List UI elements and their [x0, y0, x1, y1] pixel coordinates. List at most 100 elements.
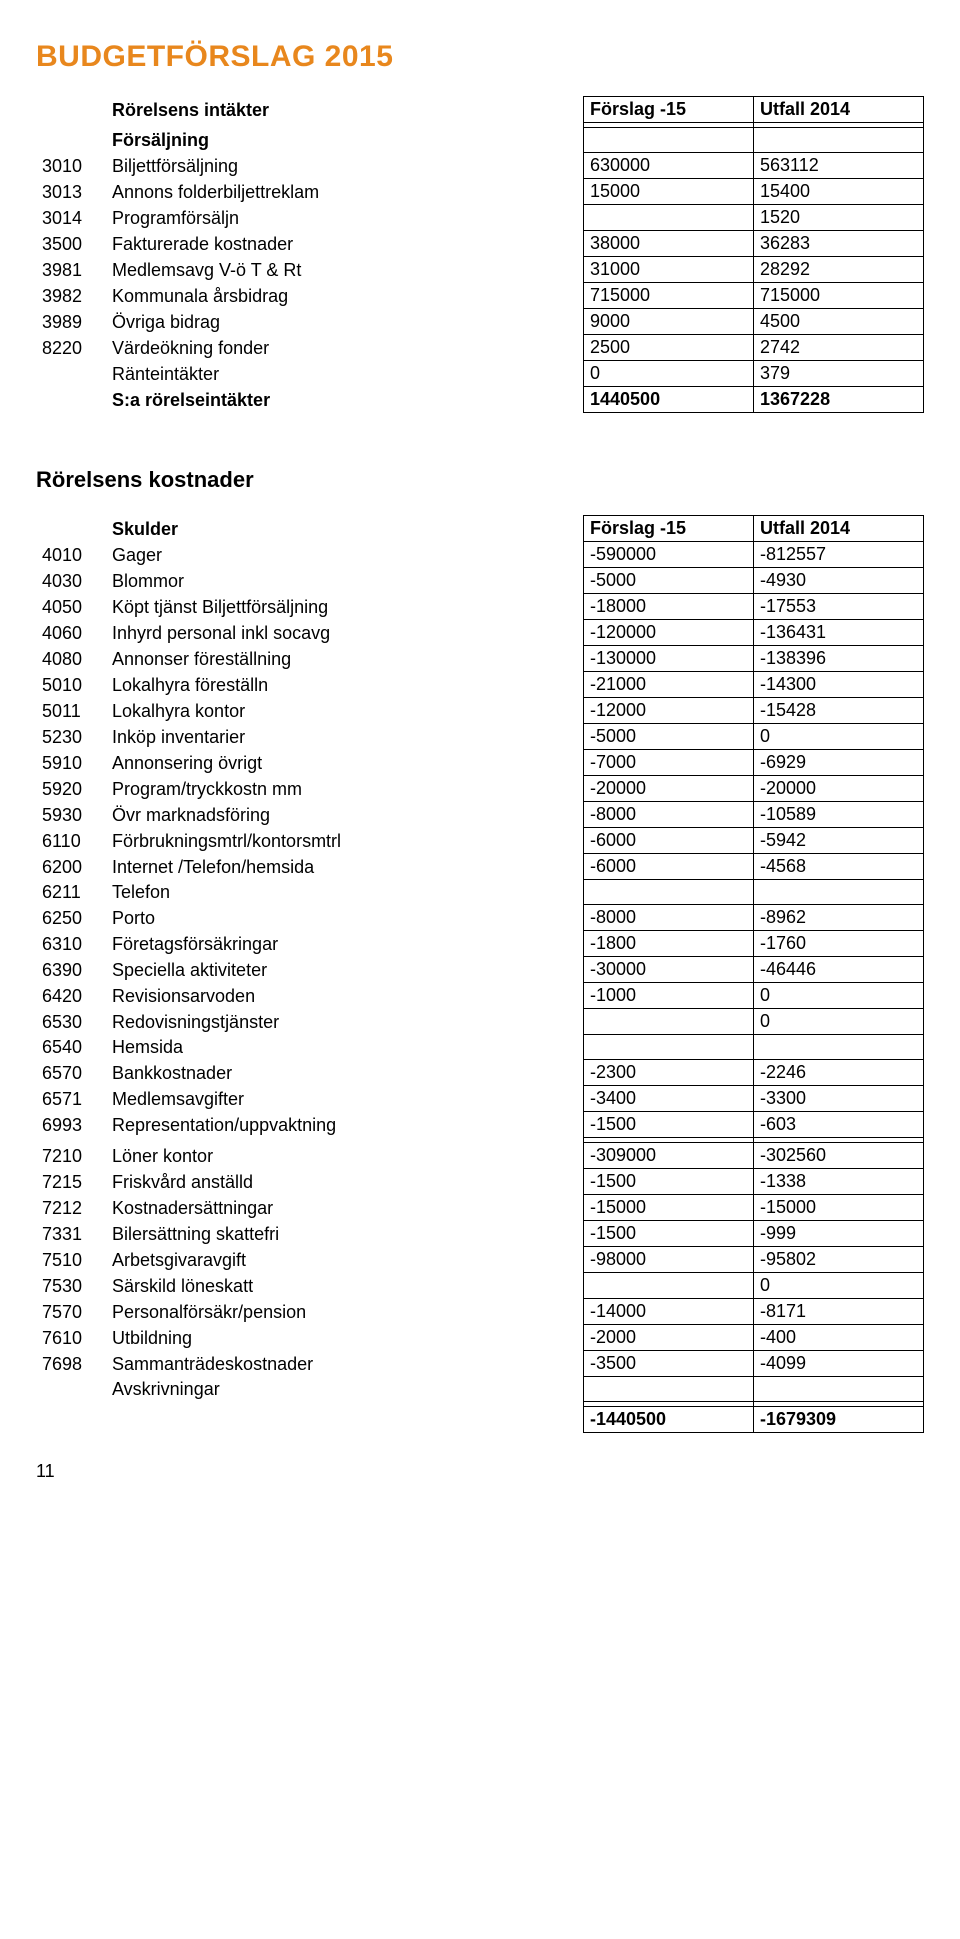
- row-code: 6310: [36, 931, 106, 957]
- row-c1: -1500: [584, 1169, 754, 1195]
- row-label: Köpt tjänst Biljettförsäljning: [106, 594, 584, 620]
- row-c1: 0: [584, 361, 754, 387]
- row-label: Förbrukningsmtrl/kontorsmtrl: [106, 828, 584, 854]
- row-code: 6200: [36, 854, 106, 880]
- row-label: Programförsäljn: [106, 205, 584, 231]
- row-c2: 0: [754, 1273, 924, 1299]
- row-c1: [584, 205, 754, 231]
- row-c2: -8962: [754, 905, 924, 931]
- row-code: 6390: [36, 957, 106, 983]
- row-code: 3989: [36, 309, 106, 335]
- row-code: 6211: [36, 880, 106, 905]
- income-header-label: Rörelsens intäkter: [106, 97, 584, 123]
- row-c2: -15428: [754, 698, 924, 724]
- row-label: Inköp inventarier: [106, 724, 584, 750]
- blank: [36, 97, 106, 123]
- row-label: Program/tryckkostn mm: [106, 776, 584, 802]
- row-label: Värdeökning fonder: [106, 335, 584, 361]
- row-label: Porto: [106, 905, 584, 931]
- row-c2: 1520: [754, 205, 924, 231]
- row-code: 7698: [36, 1351, 106, 1377]
- row-c1: -2300: [584, 1060, 754, 1086]
- row-code: 4080: [36, 646, 106, 672]
- row-c2: -3300: [754, 1086, 924, 1112]
- row-c1: 31000: [584, 257, 754, 283]
- row-label: Annonser föreställning: [106, 646, 584, 672]
- row-c1: -590000: [584, 542, 754, 568]
- row-label: Gager: [106, 542, 584, 568]
- row-label: Speciella aktiviteter: [106, 957, 584, 983]
- row-c1: -120000: [584, 620, 754, 646]
- row-code: 6110: [36, 828, 106, 854]
- row-label: Annonsering övrigt: [106, 750, 584, 776]
- row-c1: -21000: [584, 672, 754, 698]
- row-c1: -12000: [584, 698, 754, 724]
- income-subheading: Försäljning: [106, 128, 584, 153]
- row-c2: 0: [754, 983, 924, 1009]
- row-code: 5920: [36, 776, 106, 802]
- row-label: Ränteintäkter: [106, 361, 584, 387]
- row-code: 5010: [36, 672, 106, 698]
- row-c2: 0: [754, 724, 924, 750]
- row-c1: [584, 1035, 754, 1060]
- row-label: Övriga bidrag: [106, 309, 584, 335]
- row-c2: -138396: [754, 646, 924, 672]
- row-code: 5910: [36, 750, 106, 776]
- row-c1: -98000: [584, 1247, 754, 1273]
- row-c1: -2000: [584, 1325, 754, 1351]
- row-c2: -20000: [754, 776, 924, 802]
- page-number: 11: [36, 1461, 924, 1482]
- costs-total-c2: -1679309: [754, 1407, 924, 1433]
- row-label: Biljettförsäljning: [106, 153, 584, 179]
- row-c1: 2500: [584, 335, 754, 361]
- row-code: 8220: [36, 335, 106, 361]
- row-c1: -5000: [584, 568, 754, 594]
- row-code: 5230: [36, 724, 106, 750]
- costs-header-label: Skulder: [106, 516, 584, 542]
- row-label: Personalförsäkr/pension: [106, 1299, 584, 1325]
- costs-header-c1: Förslag -15: [584, 516, 754, 542]
- row-c1: -1500: [584, 1112, 754, 1138]
- row-c1: -7000: [584, 750, 754, 776]
- row-c2: 2742: [754, 335, 924, 361]
- row-c1: -15000: [584, 1195, 754, 1221]
- row-code: 3982: [36, 283, 106, 309]
- row-label: Inhyrd personal inkl socavg: [106, 620, 584, 646]
- row-code: 7570: [36, 1299, 106, 1325]
- row-c1: 38000: [584, 231, 754, 257]
- row-c1: 15000: [584, 179, 754, 205]
- row-code: 4050: [36, 594, 106, 620]
- row-label: Telefon: [106, 880, 584, 905]
- row-c1: [584, 1273, 754, 1299]
- row-label: Hemsida: [106, 1035, 584, 1060]
- row-c2: 379: [754, 361, 924, 387]
- row-c2: [754, 880, 924, 905]
- row-c1: -30000: [584, 957, 754, 983]
- income-header-c2: Utfall 2014: [754, 97, 924, 123]
- row-label: Övr marknadsföring: [106, 802, 584, 828]
- row-c2: -999: [754, 1221, 924, 1247]
- row-c2: -15000: [754, 1195, 924, 1221]
- row-code: 6530: [36, 1009, 106, 1035]
- row-c2: -2246: [754, 1060, 924, 1086]
- row-label: Friskvård anställd: [106, 1169, 584, 1195]
- row-c2: -8171: [754, 1299, 924, 1325]
- row-label: Lokalhyra föreställn: [106, 672, 584, 698]
- row-c2: -1760: [754, 931, 924, 957]
- row-c2: -4930: [754, 568, 924, 594]
- row-c1: -14000: [584, 1299, 754, 1325]
- row-code: 5930: [36, 802, 106, 828]
- row-code: [36, 361, 106, 387]
- row-label: Löner kontor: [106, 1143, 584, 1169]
- row-code: 4060: [36, 620, 106, 646]
- row-c2: -603: [754, 1112, 924, 1138]
- row-c1: -1800: [584, 931, 754, 957]
- row-c1: -1500: [584, 1221, 754, 1247]
- row-code: 7530: [36, 1273, 106, 1299]
- costs-header-c2: Utfall 2014: [754, 516, 924, 542]
- row-c1: -309000: [584, 1143, 754, 1169]
- row-c2: -4099: [754, 1351, 924, 1377]
- row-code: 6250: [36, 905, 106, 931]
- income-total-label: S:a rörelseintäkter: [106, 387, 584, 413]
- row-label: Fakturerade kostnader: [106, 231, 584, 257]
